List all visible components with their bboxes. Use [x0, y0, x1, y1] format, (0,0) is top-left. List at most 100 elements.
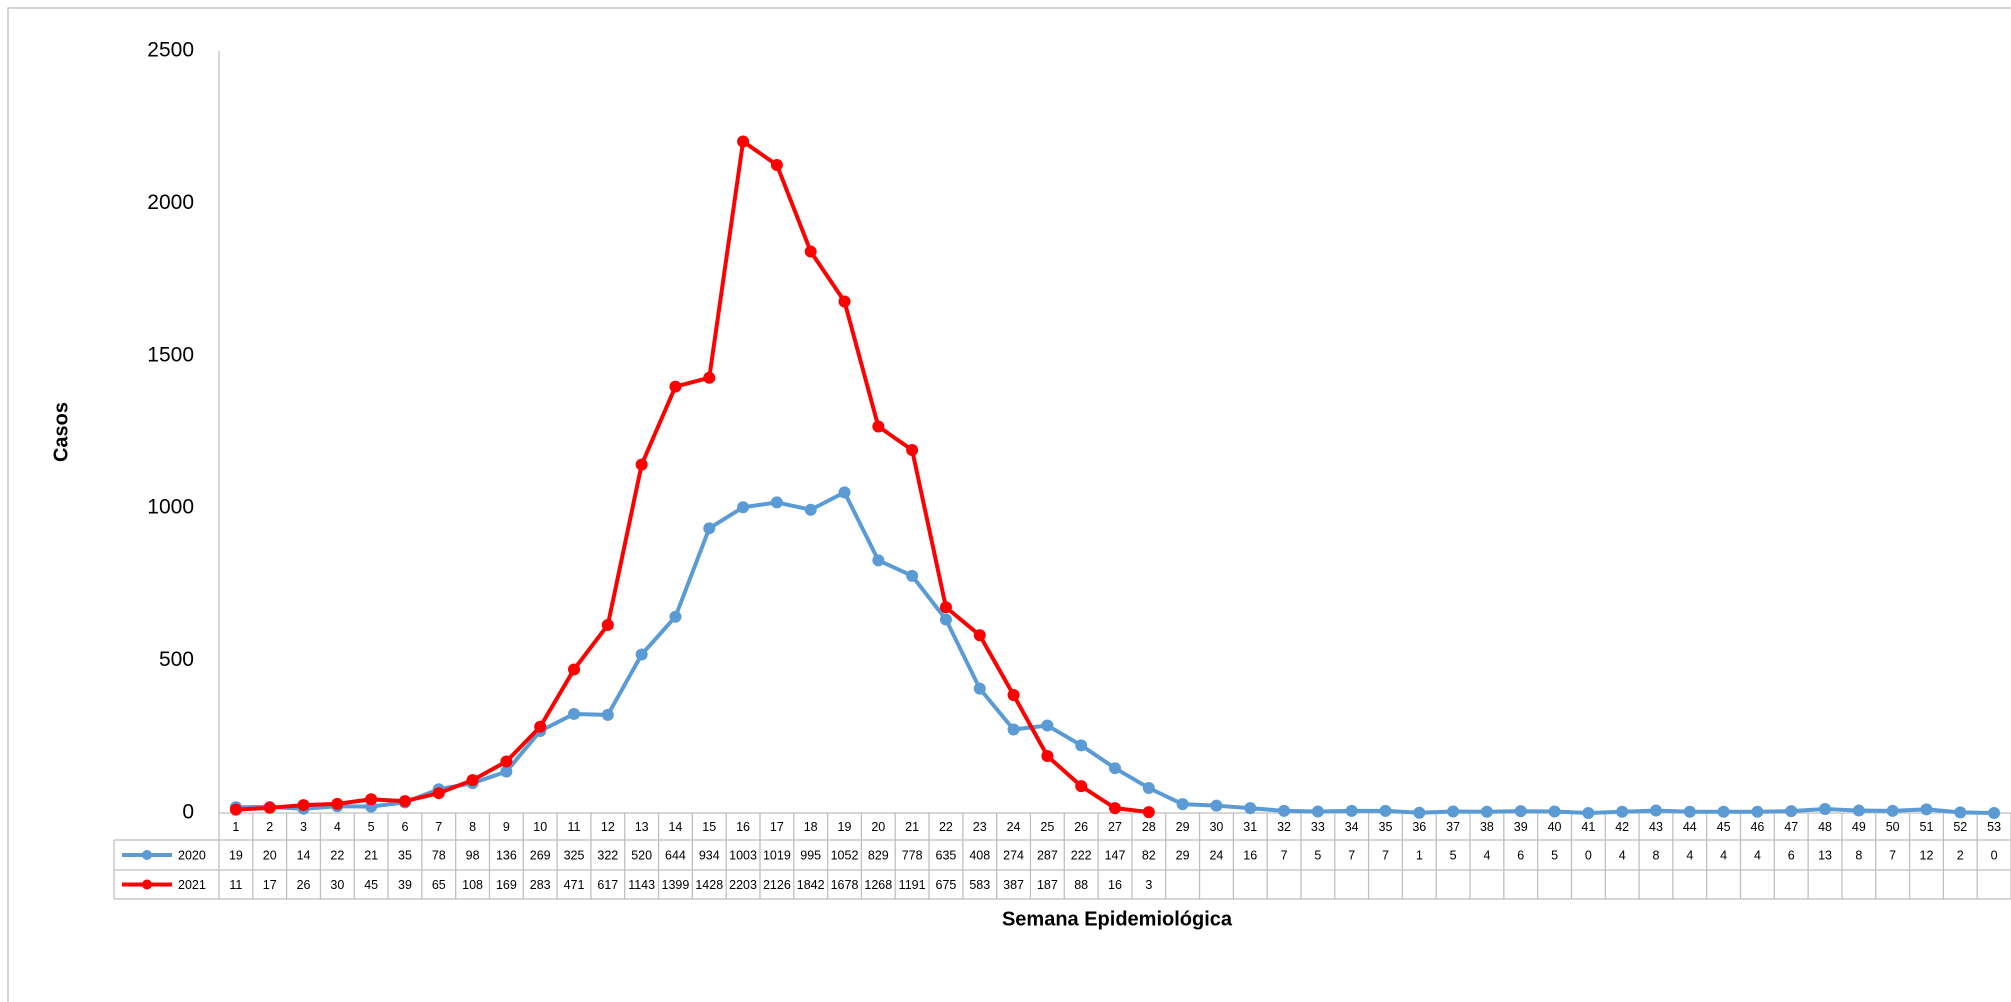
- data-point: [1514, 805, 1527, 818]
- x-tick-label: 3: [300, 820, 307, 834]
- table-value: 35: [398, 848, 412, 862]
- data-point: [1345, 804, 1358, 817]
- table-value: 169: [496, 878, 517, 892]
- table-value: 4: [1483, 848, 1490, 862]
- x-tick-label: 19: [838, 820, 852, 834]
- table-value: 387: [1003, 878, 1024, 892]
- x-tick-label: 21: [905, 820, 919, 834]
- data-point: [229, 803, 242, 816]
- table-value: 20: [263, 848, 277, 862]
- data-point: [1852, 804, 1865, 817]
- table-value: 6: [1788, 848, 1795, 862]
- table-value: 13: [1818, 848, 1832, 862]
- data-point: [1075, 780, 1088, 793]
- table-value: 30: [330, 878, 344, 892]
- x-tick-label: 49: [1852, 820, 1866, 834]
- data-point: [1142, 806, 1155, 819]
- table-value: 108: [462, 878, 483, 892]
- chart-border: [7, 7, 2011, 1002]
- data-point: [838, 486, 851, 499]
- table-value: 5: [1551, 848, 1558, 862]
- table-value: 24: [1209, 848, 1223, 862]
- data-point: [1717, 805, 1730, 818]
- data-point: [703, 371, 716, 384]
- x-tick-label: 8: [469, 820, 476, 834]
- table-value: 1678: [831, 878, 859, 892]
- x-tick-label: 13: [635, 820, 649, 834]
- table-value: 45: [364, 878, 378, 892]
- data-point: [635, 458, 648, 471]
- x-tick-label: 42: [1615, 820, 1629, 834]
- data-point: [1751, 805, 1764, 818]
- table-value: 5: [1314, 848, 1321, 862]
- data-point: [737, 135, 750, 148]
- data-point: [466, 774, 479, 787]
- data-point: [297, 799, 310, 812]
- x-tick-label: 53: [1987, 820, 2001, 834]
- table-value: 7: [1281, 848, 1288, 862]
- table-value: 7: [1348, 848, 1355, 862]
- y-tick-label: 1500: [147, 343, 194, 366]
- table-value: 7: [1889, 848, 1896, 862]
- x-tick-label: 41: [1581, 820, 1595, 834]
- table-value: 274: [1003, 848, 1024, 862]
- y-tick-label: 500: [159, 648, 194, 671]
- x-tick-label: 35: [1379, 820, 1393, 834]
- x-tick-label: 27: [1108, 820, 1122, 834]
- data-point: [770, 496, 783, 509]
- x-tick-label: 12: [601, 820, 615, 834]
- data-point: [1548, 805, 1561, 818]
- y-tick-label: 1000: [147, 496, 194, 519]
- data-point: [1007, 723, 1020, 736]
- x-tick-label: 7: [435, 820, 442, 834]
- legend-label: 2020: [178, 848, 206, 862]
- table-value: 16: [1243, 848, 1257, 862]
- table-value: 0: [1585, 848, 1592, 862]
- table-value: 287: [1037, 848, 1058, 862]
- data-point: [973, 629, 986, 642]
- x-tick-label: 39: [1514, 820, 1528, 834]
- data-point: [804, 503, 817, 516]
- table-value: 98: [466, 848, 480, 862]
- table-value: 8: [1653, 848, 1660, 862]
- data-point: [1379, 804, 1392, 817]
- x-tick-label: 46: [1750, 820, 1764, 834]
- data-point: [703, 522, 716, 535]
- data-point: [669, 380, 682, 393]
- data-point: [1480, 805, 1493, 818]
- x-tick-label: 50: [1886, 820, 1900, 834]
- table-value: 8: [1855, 848, 1862, 862]
- data-point: [568, 707, 581, 720]
- table-value: 39: [398, 878, 412, 892]
- data-point: [939, 613, 952, 626]
- table-value: 325: [564, 848, 585, 862]
- data-point: [568, 663, 581, 676]
- x-tick-label: 30: [1209, 820, 1223, 834]
- table-value: 269: [530, 848, 551, 862]
- legend-label: 2021: [178, 878, 206, 892]
- y-tick-label: 2500: [147, 39, 194, 62]
- table-value: 16: [1108, 878, 1122, 892]
- table-value: 12: [1920, 848, 1934, 862]
- table-value: 675: [936, 878, 957, 892]
- x-tick-label: 47: [1784, 820, 1798, 834]
- table-value: 995: [800, 848, 821, 862]
- data-point: [1819, 803, 1832, 816]
- y-axis-title: Casos: [50, 402, 72, 462]
- table-value: 6: [1517, 848, 1524, 862]
- table-value: 21: [364, 848, 378, 862]
- table-value: 0: [1991, 848, 1998, 862]
- x-tick-label: 11: [568, 820, 581, 834]
- data-point: [1210, 799, 1223, 812]
- data-point: [669, 610, 682, 623]
- series-line: [235, 139, 1150, 815]
- x-tick-label: 9: [503, 820, 510, 834]
- table-value: 322: [597, 848, 618, 862]
- table-value: 2: [1957, 848, 1964, 862]
- x-tick-label: 31: [1243, 820, 1257, 834]
- x-tick-label: 18: [804, 820, 818, 834]
- data-point: [1447, 805, 1460, 818]
- x-tick-label: 52: [1953, 820, 1967, 834]
- x-tick-label: 15: [702, 820, 716, 834]
- x-tick-label: 43: [1649, 820, 1663, 834]
